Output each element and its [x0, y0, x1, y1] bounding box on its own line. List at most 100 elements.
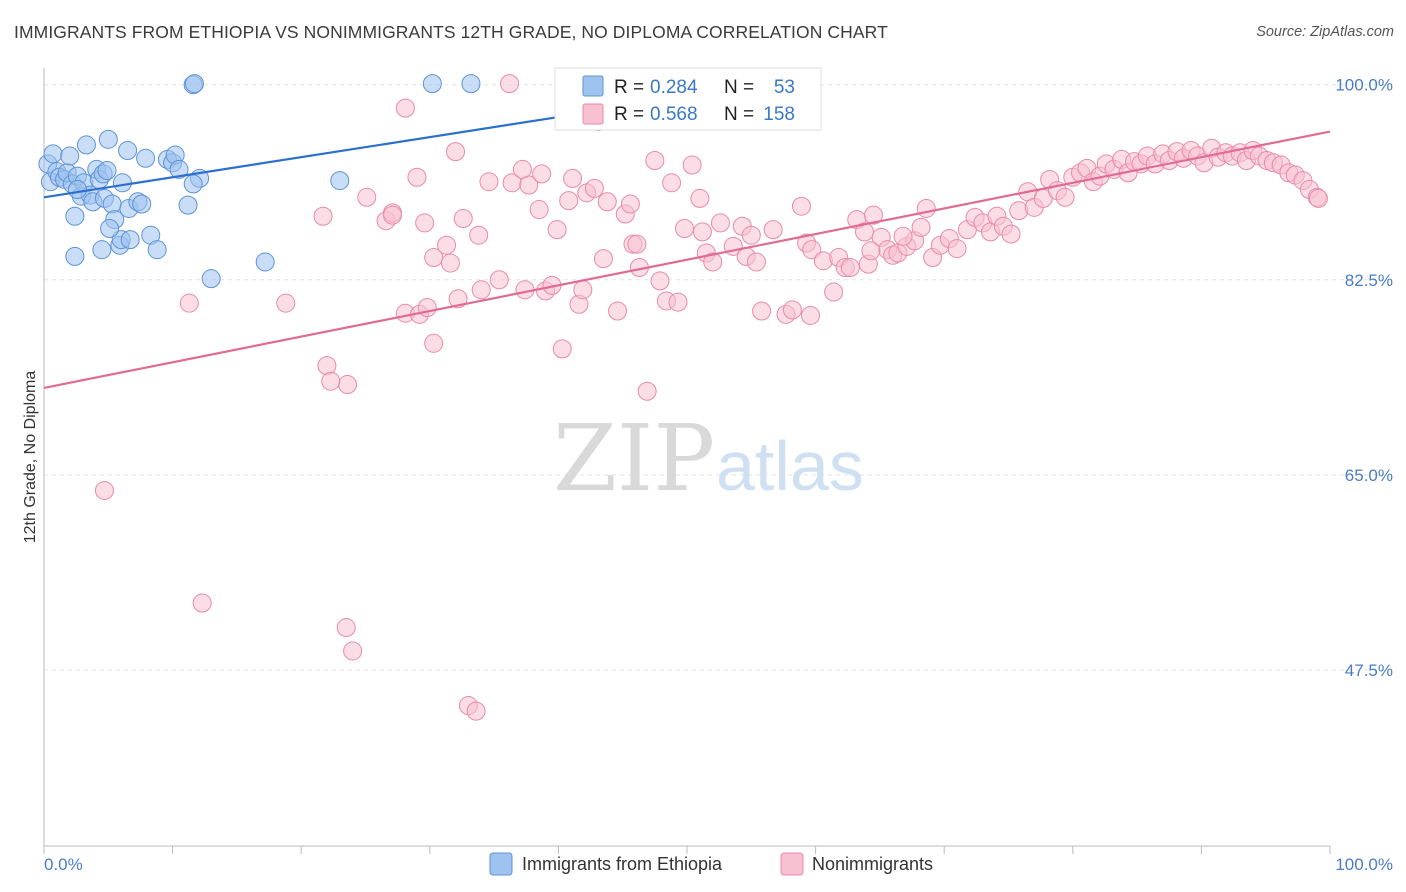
x-tick-label-right: 100.0%: [1335, 855, 1393, 874]
nonimmigrant-point: [593, 249, 613, 269]
y-tick-label: 47.5%: [1345, 661, 1393, 680]
nonimmigrant-point: [584, 178, 604, 198]
ethiopia-point: [132, 194, 152, 214]
bottom-legend: Immigrants from Ethiopia Nonimmigrants: [489, 852, 933, 876]
nonimmigrant-point: [317, 356, 337, 376]
stats-legend-swatch-ethiopia: [582, 75, 604, 97]
bottom-legend-label-ethiopia: Immigrants from Ethiopia: [522, 854, 723, 874]
nonimmigrant-point: [668, 292, 688, 312]
nonimmigrant-point: [547, 220, 567, 240]
x-axis-ticks: [43, 846, 1331, 854]
nonimmigrant-point: [645, 151, 665, 171]
ethiopia-point: [136, 148, 156, 168]
source-label: Source: ZipAtlas.com: [1256, 24, 1394, 40]
nonimmigrant-point: [861, 241, 881, 261]
ethiopia-point: [100, 219, 120, 239]
y-tick-label: 65.0%: [1345, 466, 1393, 485]
y-tick-label: 82.5%: [1345, 271, 1393, 290]
nonimmigrant-point: [519, 175, 539, 195]
ethiopia-point: [120, 230, 140, 250]
ethiopia-point: [184, 74, 204, 94]
nonimmigrant-point: [692, 222, 712, 242]
ethiopia-point: [422, 74, 442, 94]
ethiopia-point: [461, 74, 481, 94]
nonimmigrant-point: [313, 206, 333, 226]
series-nonimmigrants: [94, 74, 1328, 721]
nonimmigrant-point: [947, 239, 967, 259]
nonimmigrant-point: [559, 191, 579, 211]
nonimmigrant-point: [469, 225, 489, 245]
nonimmigrant-point: [703, 252, 723, 272]
ethiopia-point: [65, 246, 85, 266]
nonimmigrant-point: [395, 98, 415, 118]
nonimmigrant-point: [437, 235, 457, 255]
nonimmigrant-point: [448, 289, 468, 309]
bottom-legend-label-nonimmigrants: Nonimmigrants: [812, 854, 933, 874]
nonimmigrant-point: [608, 301, 628, 321]
stats-legend-r-label: R =: [614, 104, 644, 125]
stats-legend-swatch-nonimmigrants: [582, 103, 604, 125]
nonimmigrant-point: [415, 213, 435, 233]
nonimmigrant-point: [763, 220, 783, 240]
nonimmigrant-point: [662, 173, 682, 193]
watermark: ZIP atlas: [553, 405, 864, 512]
nonimmigrant-point: [1308, 188, 1328, 208]
nonimmigrant-point: [916, 198, 936, 218]
watermark-zip: ZIP: [553, 405, 715, 512]
ethiopia-point: [201, 269, 221, 289]
nonimmigrant-point: [337, 375, 357, 395]
bottom-legend-swatch-nonimmigrants: [780, 852, 804, 876]
nonimmigrant-point: [791, 196, 811, 216]
ethiopia-point: [112, 173, 132, 193]
watermark-atlas: atlas: [716, 427, 864, 505]
ethiopia-point: [65, 206, 85, 226]
ethiopia-point: [183, 174, 203, 194]
nonimmigrant-point: [321, 371, 341, 391]
nonimmigrant-point: [424, 247, 444, 267]
nonimmigrant-point: [710, 213, 730, 233]
stats-legend-n-label: N =: [724, 77, 754, 98]
nonimmigrant-point: [650, 271, 670, 291]
nonimmigrant-point: [746, 252, 766, 272]
ethiopia-point: [169, 159, 189, 179]
nonimmigrant-point: [824, 282, 844, 302]
nonimmigrant-point: [500, 74, 520, 94]
nonimmigrant-point: [620, 194, 640, 214]
x-tick-label-left: 0.0%: [44, 855, 83, 874]
nonimmigrant-point: [1001, 224, 1021, 244]
nonimmigrant-point: [800, 305, 820, 325]
nonimmigrant-point: [407, 167, 427, 187]
nonimmigrant-point: [383, 205, 403, 225]
stats-legend-n-value-nonimmigrants: 158: [763, 104, 795, 125]
nonimmigrant-point: [529, 200, 549, 220]
nonimmigrant-point: [597, 192, 617, 212]
ethiopia-point: [255, 252, 275, 272]
nonimmigrant-point: [417, 298, 437, 318]
nonimmigrant-point: [840, 258, 860, 278]
nonimmigrant-point: [479, 172, 499, 192]
nonimmigrant-point: [802, 240, 822, 260]
bottom-legend-swatch-ethiopia: [489, 852, 513, 876]
nonimmigrant-point: [440, 253, 460, 273]
nonimmigrant-point: [674, 219, 694, 239]
ethiopia-point: [92, 240, 112, 260]
trendlines: [43, 115, 1331, 389]
stats-legend: R = 0.284 N = 53 R = 0.568 N = 158: [554, 67, 822, 131]
ethiopia-point: [97, 161, 117, 181]
nonimmigrant-point: [563, 168, 583, 188]
y-tick-label: 100.0%: [1335, 76, 1393, 95]
ethiopia-point: [76, 135, 96, 155]
nonimmigrant-point: [690, 188, 710, 208]
nonimmigrant-point: [741, 225, 761, 245]
nonimmigrant-point: [276, 293, 296, 313]
chart-title: IMMIGRANTS FROM ETHIOPIA VS NONIMMIGRANT…: [14, 22, 888, 42]
nonimmigrant-point: [911, 217, 931, 237]
trendline-nonimmigrants: [43, 130, 1331, 389]
nonimmigrant-point: [863, 205, 883, 225]
nonimmigrant-point: [1055, 187, 1075, 207]
nonimmigrant-point: [192, 593, 212, 613]
stats-legend-r-label: R =: [614, 77, 644, 98]
nonimmigrant-point: [854, 222, 874, 242]
stats-legend-r-value-nonimmigrants: 0.568: [650, 104, 698, 125]
nonimmigrant-point: [179, 293, 199, 313]
